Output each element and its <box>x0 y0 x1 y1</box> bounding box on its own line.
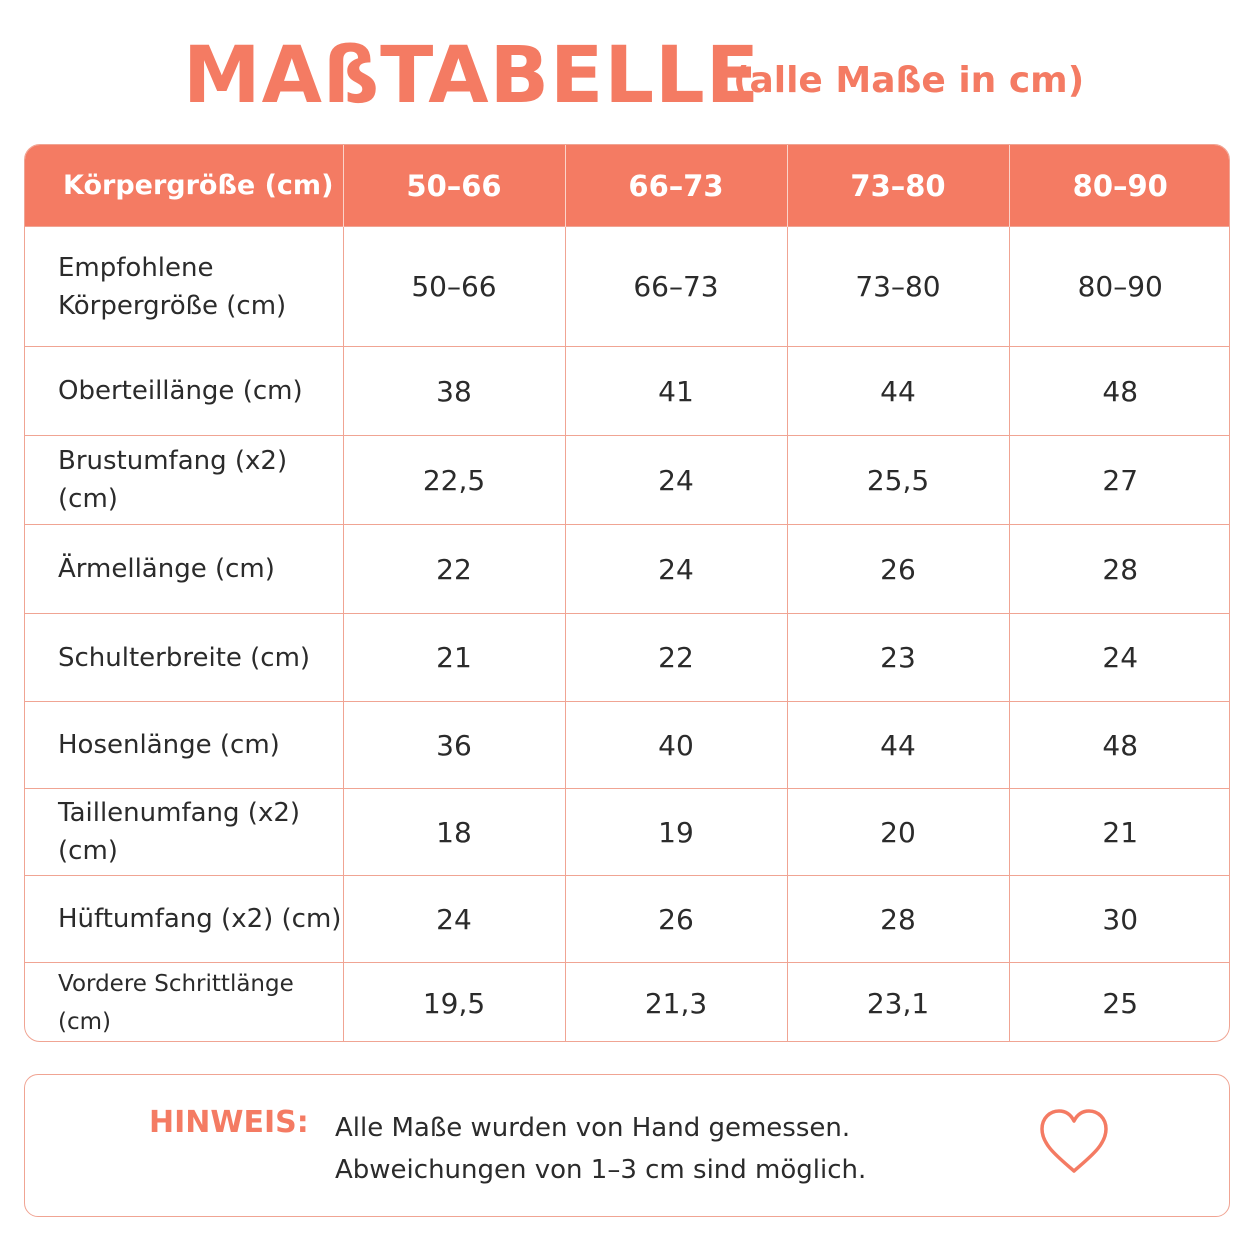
table-cell: 25,5 <box>786 435 1009 525</box>
header-cell-size-4: 80–90 <box>1008 145 1229 227</box>
size-table: Körpergröße (cm) 50–66 66–73 73–80 80–90… <box>24 144 1230 1042</box>
table-cell: 28 <box>1008 524 1229 614</box>
table-cell: 38 <box>342 346 565 436</box>
row-label: Brustumfang (x2) (cm) <box>25 435 343 525</box>
note-text: Alle Maße wurden von Hand gemessen. Abwe… <box>335 1107 866 1191</box>
table-cell: 21,3 <box>564 962 787 1041</box>
header-cell-size-2: 66–73 <box>564 145 787 227</box>
table-cell: 80–90 <box>1008 226 1229 347</box>
table-cell: 44 <box>786 701 1009 789</box>
table-cell: 25 <box>1008 962 1229 1041</box>
row-label: Oberteillänge (cm) <box>25 346 343 436</box>
table-cell: 24 <box>564 435 787 525</box>
table-row: Schulterbreite (cm) 21 22 23 24 <box>25 613 1229 702</box>
table-row: Oberteillänge (cm) 38 41 44 48 <box>25 346 1229 436</box>
table-cell: 44 <box>786 346 1009 436</box>
table-cell: 18 <box>342 788 565 876</box>
table-row: Vordere Schrittlänge (cm) 19,5 21,3 23,1… <box>25 962 1229 1041</box>
table-cell: 40 <box>564 701 787 789</box>
table-cell: 48 <box>1008 346 1229 436</box>
heart-icon <box>1040 1109 1108 1173</box>
table-cell: 50–66 <box>342 226 565 347</box>
table-cell: 73–80 <box>786 226 1009 347</box>
note-label: HINWEIS: <box>149 1105 309 1140</box>
table-cell: 24 <box>564 524 787 614</box>
page-subtitle: (alle Maße in cm) <box>733 60 1085 101</box>
note-line-2: Abweichungen von 1–3 cm sind möglich. <box>335 1155 867 1185</box>
row-label: Vordere Schrittlänge (cm) <box>25 962 343 1041</box>
row-label: Hosenlänge (cm) <box>25 701 343 789</box>
table-cell: 28 <box>786 875 1009 963</box>
row-label-text: Empfohlene Körpergröße (cm) <box>58 252 287 321</box>
table-row: Taillenumfang (x2) (cm) 18 19 20 21 <box>25 788 1229 876</box>
table-cell: 20 <box>786 788 1009 876</box>
table-cell: 22 <box>342 524 565 614</box>
table-cell: 24 <box>1008 613 1229 702</box>
table-header-row: Körpergröße (cm) 50–66 66–73 73–80 80–90 <box>25 145 1229 227</box>
table-cell: 19,5 <box>342 962 565 1041</box>
table-cell: 22 <box>564 613 787 702</box>
table-cell: 23 <box>786 613 1009 702</box>
table-cell: 23,1 <box>786 962 1009 1041</box>
row-label: Hüftumfang (x2) (cm) <box>25 875 343 963</box>
table-cell: 22,5 <box>342 435 565 525</box>
table-cell: 21 <box>1008 788 1229 876</box>
table-cell: 21 <box>342 613 565 702</box>
table-cell: 66–73 <box>564 226 787 347</box>
row-label: Taillenumfang (x2) (cm) <box>25 788 343 876</box>
note-box: HINWEIS: Alle Maße wurden von Hand gemes… <box>24 1074 1230 1217</box>
header-cell-label: Körpergröße (cm) <box>25 145 343 227</box>
header-cell-size-3: 73–80 <box>786 145 1009 227</box>
page-title: MAßTABELLE <box>183 31 761 121</box>
table-row: Ärmellänge (cm) 22 24 26 28 <box>25 524 1229 614</box>
row-label: Schulterbreite (cm) <box>25 613 343 702</box>
header-cell-size-1: 50–66 <box>342 145 565 227</box>
table-cell: 24 <box>342 875 565 963</box>
table-row: Hosenlänge (cm) 36 40 44 48 <box>25 701 1229 789</box>
row-label: Empfohlene Körpergröße (cm) <box>25 226 343 347</box>
table-cell: 27 <box>1008 435 1229 525</box>
table-cell: 19 <box>564 788 787 876</box>
note-line-1: Alle Maße wurden von Hand gemessen. <box>335 1113 851 1143</box>
title-row: MAßTABELLE (alle Maße in cm) <box>0 28 1254 128</box>
table-row: Hüftumfang (x2) (cm) 24 26 28 30 <box>25 875 1229 963</box>
table-cell: 30 <box>1008 875 1229 963</box>
row-label: Ärmellänge (cm) <box>25 524 343 614</box>
table-cell: 41 <box>564 346 787 436</box>
table-cell: 26 <box>786 524 1009 614</box>
table-cell: 36 <box>342 701 565 789</box>
table-row: Empfohlene Körpergröße (cm) 50–66 66–73 … <box>25 226 1229 347</box>
table-row: Brustumfang (x2) (cm) 22,5 24 25,5 27 <box>25 435 1229 525</box>
table-cell: 48 <box>1008 701 1229 789</box>
table-cell: 26 <box>564 875 787 963</box>
